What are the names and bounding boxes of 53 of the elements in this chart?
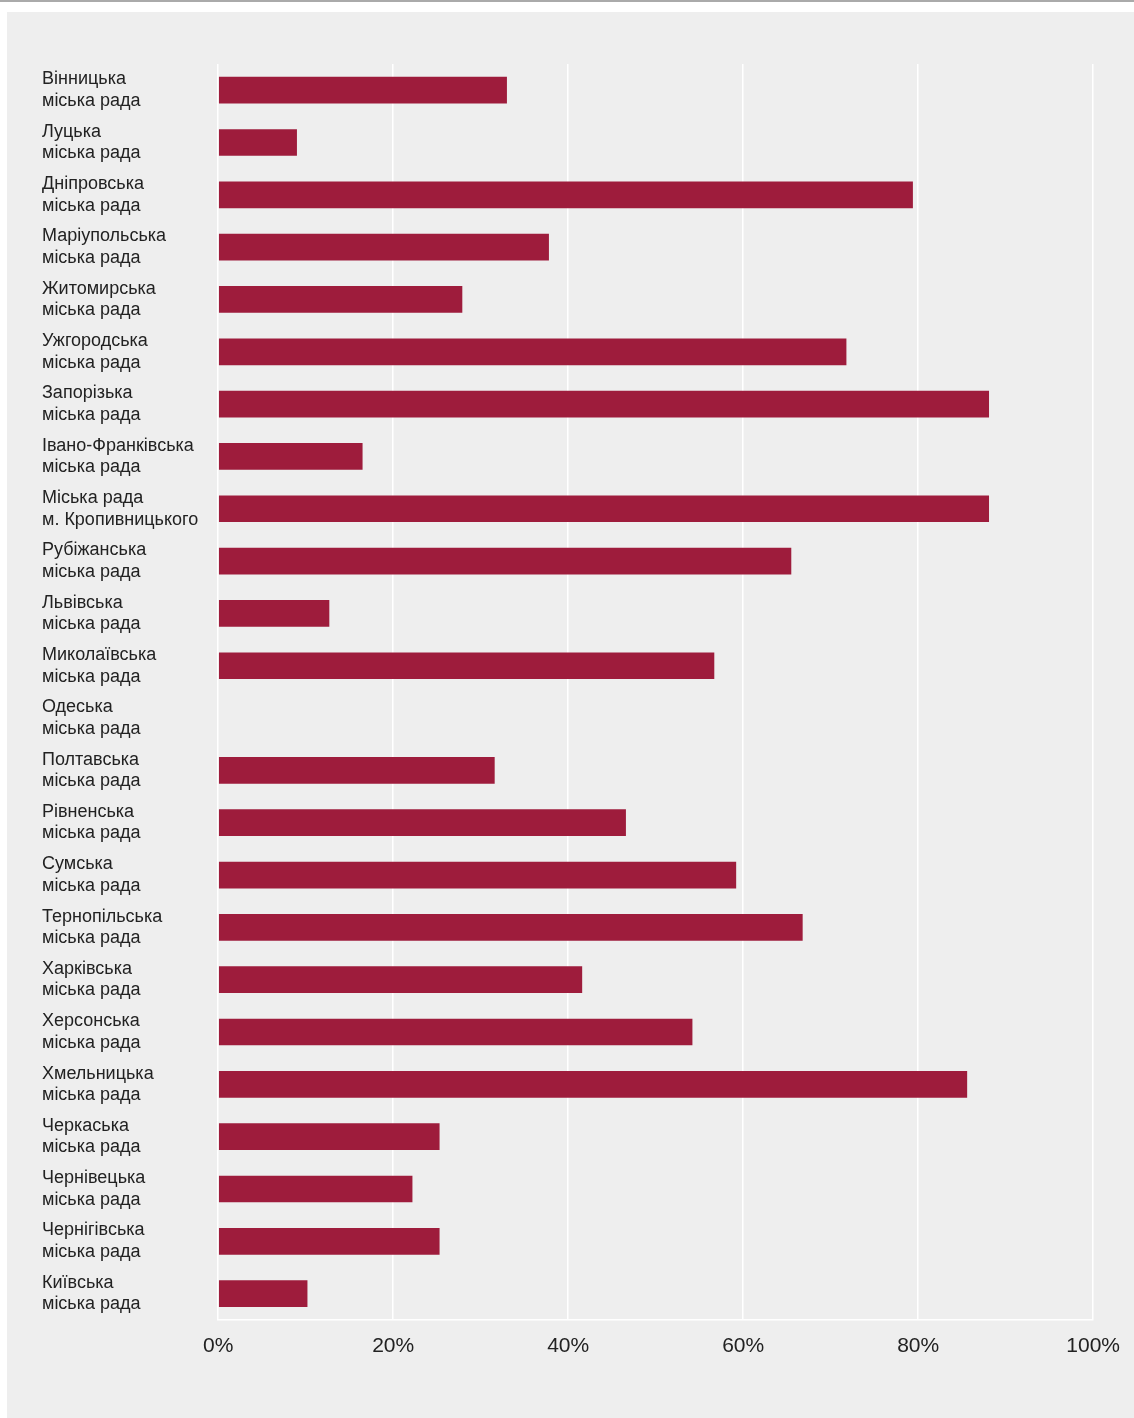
bar [218, 1227, 440, 1255]
y-tick-label: Херсонська міська рада [42, 1010, 142, 1052]
bar [218, 652, 715, 680]
y-tick-label: Тернопільська міська рада [42, 905, 164, 948]
y-tick-label: Київська міська рада [42, 1271, 142, 1314]
bar [218, 861, 737, 889]
bar [218, 76, 507, 104]
bar [218, 443, 363, 470]
y-tick-label: Рівненська міська рада [42, 800, 142, 843]
bar [218, 1175, 413, 1203]
y-tick-label: Рубіжанська міська рада [42, 539, 148, 581]
bar [218, 600, 330, 627]
bar [218, 966, 583, 994]
bar [218, 129, 297, 156]
x-tick-label: 100% [1066, 1333, 1120, 1357]
y-tick-label: Чернігівська міська рада [42, 1219, 146, 1262]
y-tick-label: Миколаївська міська рада [42, 643, 158, 686]
bar [218, 757, 495, 784]
y-tick-label: Житомирська міська рада [42, 277, 157, 320]
y-tick-label: Полтавська міська рада [42, 748, 142, 791]
bar [218, 495, 990, 523]
x-tick-label: 60% [722, 1333, 765, 1357]
y-tick-label: Львівська міська рада [42, 591, 142, 634]
y-tick-label: Дніпровська міська рада [42, 172, 145, 215]
y-tick-label: Сумська міська рада [42, 853, 142, 895]
x-tick-label: 0% [203, 1333, 234, 1357]
y-tick-label: Вінницька міська рада [42, 68, 142, 110]
x-tick-label: 20% [372, 1333, 415, 1357]
x-tick-label: 40% [547, 1333, 590, 1357]
bar [218, 1018, 693, 1046]
x-tick-label: 80% [897, 1333, 940, 1357]
bar [218, 1070, 968, 1098]
bar [218, 547, 792, 575]
y-tick-label: Міська рада м. Кропивницького [42, 486, 199, 529]
y-tick-label: Луцька міська рада [42, 120, 142, 163]
y-tick-label: Ужгородська міська рада [42, 329, 149, 372]
y-tick-label: Івано-Франківська міська рада [42, 434, 195, 477]
bar [218, 181, 913, 209]
bar [218, 809, 626, 837]
y-tick-label: Черкаська міська рада [42, 1114, 142, 1157]
y-tick-label: Маріупольська міська рада [42, 225, 168, 267]
y-tick-label: Чернівецька міська рада [42, 1167, 147, 1209]
bar [218, 1123, 440, 1151]
y-tick-label: Запорізька міська рада [42, 382, 142, 424]
y-tick-label: Хмельницька міська рада [42, 1062, 155, 1105]
y-tick-label: Харківська міська рада [42, 957, 142, 1000]
bar [218, 286, 463, 313]
bar [218, 233, 549, 261]
bar [218, 338, 847, 366]
bar [218, 390, 990, 418]
bar [218, 914, 803, 941]
bar [218, 1280, 308, 1307]
y-tick-label: Одеська міська рада [42, 696, 142, 738]
